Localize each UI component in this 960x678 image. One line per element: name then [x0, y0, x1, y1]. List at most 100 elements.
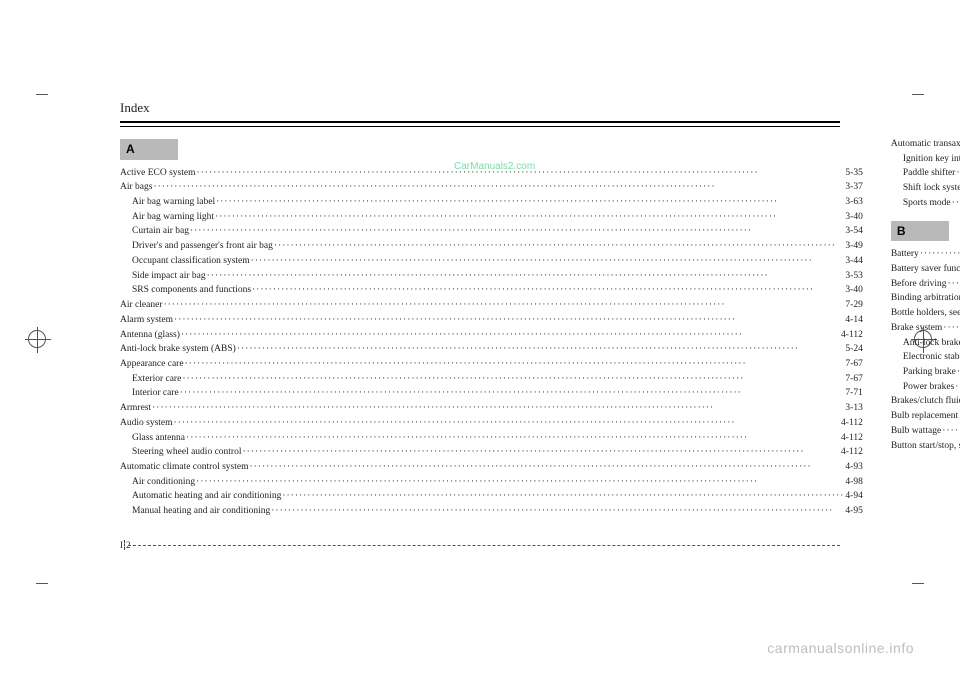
index-entry: Air conditioning 4-98: [120, 475, 863, 490]
index-entry: Occupant classification system 3-44: [120, 254, 863, 269]
index-column-left: A Active ECO system 5-35Air bags 3-37Air…: [120, 137, 863, 519]
index-entry: SRS components and functions 3-40: [120, 283, 863, 298]
index-entry: Ignition key interlock system 5-19: [891, 152, 960, 167]
index-entry-page: 3-63: [845, 195, 862, 210]
index-entry-label: Manual heating and air conditioning: [132, 504, 270, 519]
index-entry-label: Air bags: [120, 180, 152, 195]
index-entry-leader: [955, 380, 960, 395]
crop-mark: [36, 94, 48, 95]
index-entry-label: Audio system: [120, 416, 173, 431]
index-entry-label: Brake system: [891, 321, 942, 336]
index-entry-label: Parking brake: [903, 365, 956, 380]
index-entry-label: Before driving: [891, 277, 947, 292]
index-entry-leader: [271, 504, 844, 519]
index-entry: Paddle shifter 5-17: [891, 166, 960, 181]
index-entry-label: Paddle shifter: [903, 166, 956, 181]
index-entry-label: Air conditioning: [132, 475, 195, 490]
index-entry: Exterior care 7-67: [120, 372, 863, 387]
index-entry-label: Anti-lock brake system (ABS): [903, 336, 960, 351]
page-number-divider: [124, 540, 125, 550]
index-entry-label: Ignition key interlock system: [903, 152, 960, 167]
index-entry: Bulb wattage 8-2: [891, 424, 960, 439]
index-entry-page: 5-24: [845, 342, 862, 357]
index-entry-page: 3-40: [845, 210, 862, 225]
index-entry-label: Automatic transaxle: [891, 137, 960, 152]
index-entry-label: Alarm system: [120, 313, 173, 328]
index-entry-page: 7-29: [845, 298, 862, 313]
index-entry-page: 3-54: [845, 224, 862, 239]
index-entry-leader: [252, 283, 844, 298]
index-entry: Battery saver function 4-72: [891, 262, 960, 277]
index-entry-leader: [182, 372, 844, 387]
footer-dashed-line: [128, 545, 840, 546]
index-entry: Side impact air bag 3-53: [120, 269, 863, 284]
index-entry-label: Side impact air bag: [132, 269, 206, 284]
index-entry-label: Curtain air bag: [132, 224, 189, 239]
index-entry: Appearance care 7-67: [120, 357, 863, 372]
index-entry-leader: [196, 475, 844, 490]
index-entry: Bulb replacement 7-59: [891, 409, 960, 424]
crop-mark: [912, 583, 924, 584]
index-entry-leader: [215, 210, 844, 225]
index-entry-label: Power brakes: [903, 380, 954, 395]
index-entry-leader: [948, 277, 960, 292]
index-entry-page: 3-37: [845, 180, 862, 195]
index-entry-label: Sports mode: [903, 196, 951, 211]
index-entry-label: Binding arbitration: [891, 291, 960, 306]
index-column-right: Automatic transaxle 5-14Ignition key int…: [891, 137, 960, 519]
index-entry: Binding arbitration 8-9: [891, 291, 960, 306]
index-entry-leader: [180, 386, 845, 401]
index-entry-leader: [190, 224, 844, 239]
index-entry-page: 4-112: [841, 328, 863, 343]
index-entry-leader: [207, 269, 845, 284]
index-letter-a: A: [120, 139, 178, 160]
index-entry-label: Occupant classification system: [132, 254, 250, 269]
index-entry-leader: [237, 342, 845, 357]
index-entry-page: 4-93: [845, 460, 862, 475]
index-entry-label: Driver's and passenger's front air bag: [132, 239, 273, 254]
index-entry: Anti-lock brake system (ABS) 5-24: [120, 342, 863, 357]
index-entry-leader: [274, 239, 845, 254]
index-entry-label: Antenna (glass): [120, 328, 180, 343]
watermark-bottom: carmanualsonline.info: [767, 640, 914, 656]
index-entry-page: 4-14: [845, 313, 862, 328]
index-entry-leader: [242, 445, 840, 460]
index-entry-leader: [181, 328, 840, 343]
header-rule: [120, 121, 840, 127]
index-entry-leader: [282, 489, 844, 504]
crop-mark: [912, 94, 924, 95]
index-entry: Power brakes 5-21: [891, 380, 960, 395]
index-columns: A Active ECO system 5-35Air bags 3-37Air…: [120, 137, 840, 519]
index-entry-label: Button start/stop, see engine start/stop…: [891, 439, 960, 454]
index-entry: Antenna (glass) 4-112: [120, 328, 863, 343]
index-entry-label: Battery: [891, 247, 919, 262]
index-entry: Shift lock system 5-18: [891, 181, 960, 196]
index-entry: Brake system 5-21: [891, 321, 960, 336]
index-entry: Brakes/clutch fluid 7-26: [891, 394, 960, 409]
index-entry-label: Bulb wattage: [891, 424, 941, 439]
index-entry: Alarm system 4-14: [120, 313, 863, 328]
index-entry-label: Automatic heating and air conditioning: [132, 489, 281, 504]
index-entry-leader: [174, 416, 841, 431]
index-entry-leader: [943, 321, 960, 336]
index-entry: Air bag warning light 3-40: [120, 210, 863, 225]
index-entry-label: Battery saver function: [891, 262, 960, 277]
index-entry: Air bag warning label 3-63: [120, 195, 863, 210]
index-entry-page: 7-71: [845, 386, 862, 401]
index-entry-leader: [152, 401, 844, 416]
index-entry: Interior care 7-71: [120, 386, 863, 401]
index-entry-page: 3-13: [845, 401, 862, 416]
index-entry-leader: [942, 424, 960, 439]
index-entry-page: 4-112: [841, 445, 863, 460]
index-entry: Air cleaner 7-29: [120, 298, 863, 313]
index-entry-leader: [956, 166, 960, 181]
index-entry: Curtain air bag 3-54: [120, 224, 863, 239]
index-entry-label: Bottle holders, see cup holders: [891, 306, 960, 321]
index-entry: Manual heating and air conditioning 4-95: [120, 504, 863, 519]
index-entry: Parking brake 5-22: [891, 365, 960, 380]
index-entry-leader: [249, 460, 844, 475]
index-entry-label: Automatic climate control system: [120, 460, 248, 475]
page-content: Index A Active ECO system 5-35Air bags 3…: [120, 100, 840, 540]
index-entry-page: 4-98: [845, 475, 862, 490]
index-entry: Sports mode 5-17: [891, 196, 960, 211]
